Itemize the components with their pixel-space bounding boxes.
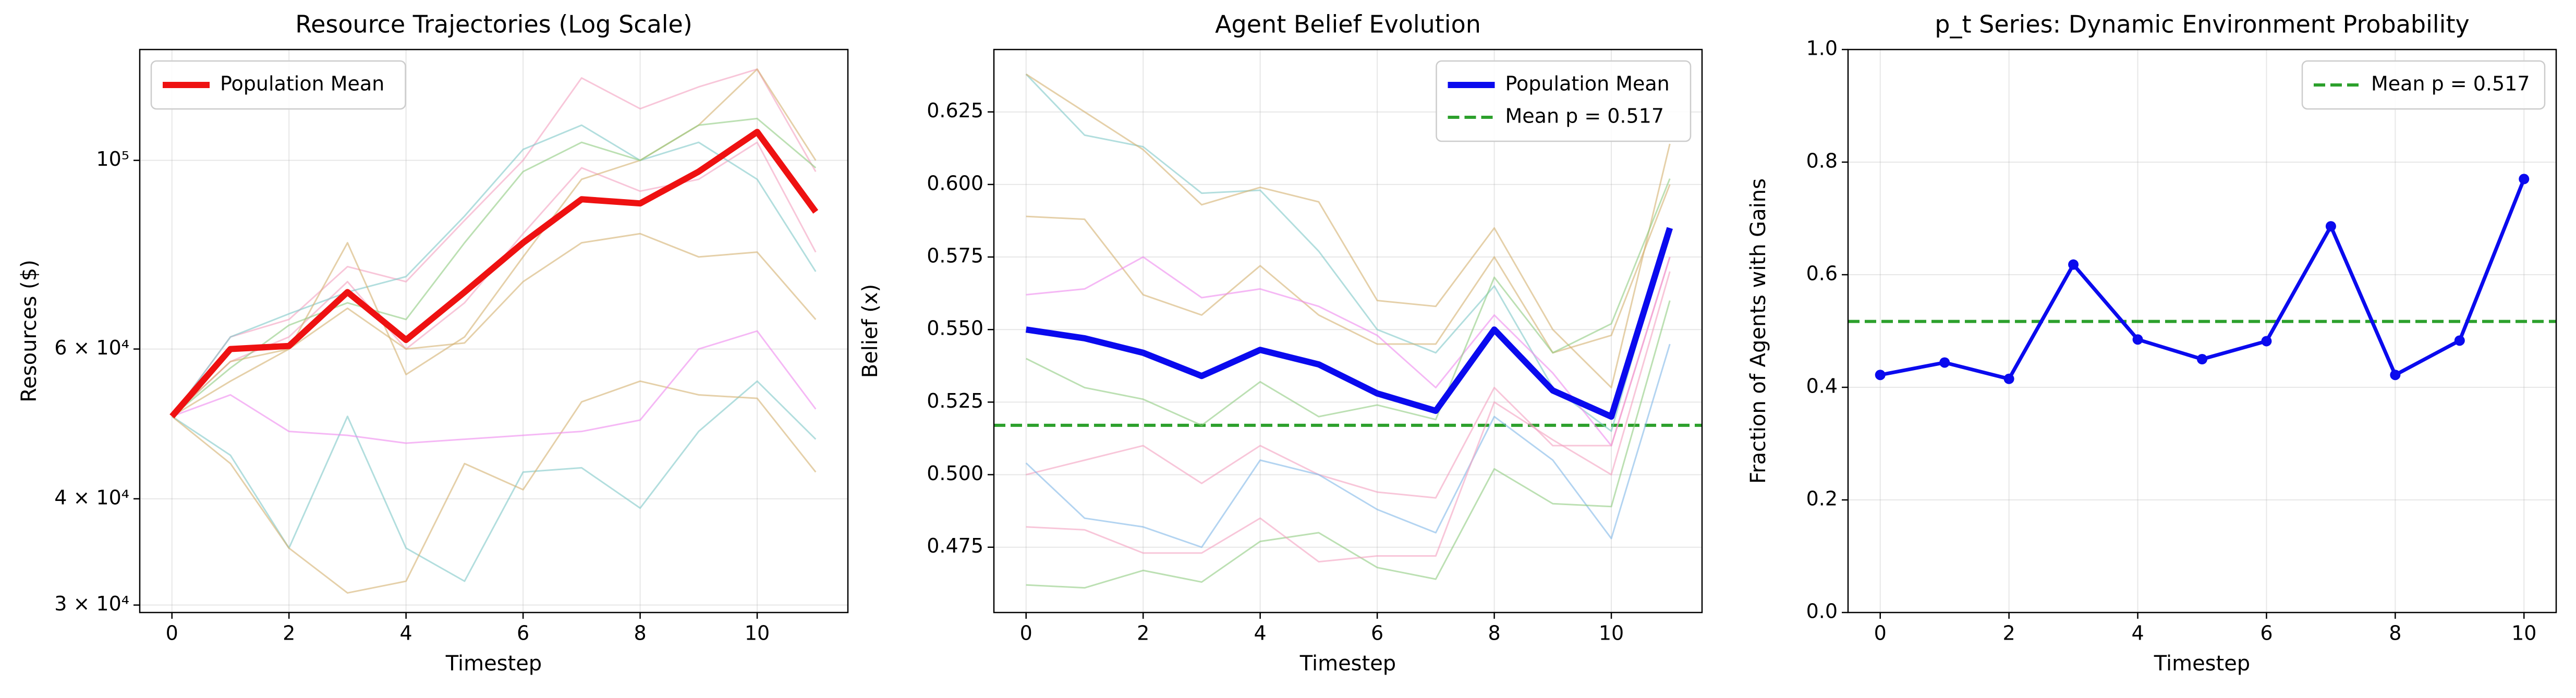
series-line bbox=[169, 129, 819, 419]
legend-label: Population Mean bbox=[1505, 72, 1670, 95]
y-tick-label: 3 × 10⁴ bbox=[54, 592, 129, 615]
x-tick-label: 0 bbox=[1874, 622, 1887, 645]
legend-box bbox=[1436, 60, 1692, 142]
point bbox=[2325, 221, 2336, 232]
legend-label: Mean p = 0.517 bbox=[1505, 105, 1664, 128]
agent-line bbox=[1025, 74, 1671, 389]
y-tick-label: 0.600 bbox=[927, 172, 983, 194]
y-tick-label: 0.550 bbox=[927, 317, 983, 340]
x-tick-label: 10 bbox=[745, 622, 770, 645]
point bbox=[2390, 370, 2401, 381]
chart-title: Resource Trajectories (Log Scale) bbox=[295, 10, 692, 39]
agent-line bbox=[171, 380, 817, 594]
x-tick-label: 0 bbox=[166, 622, 178, 645]
x-tick-label: 6 bbox=[1371, 622, 1383, 645]
x-tick-label: 8 bbox=[634, 622, 646, 645]
x-axis-label: Timestep bbox=[1299, 652, 1396, 676]
y-tick-label: 4 × 10⁴ bbox=[54, 486, 129, 509]
point bbox=[2068, 259, 2079, 270]
x-tick-label: 10 bbox=[1599, 622, 1624, 645]
x-tick-label: 4 bbox=[400, 622, 412, 645]
point bbox=[1939, 357, 1950, 368]
point bbox=[1875, 370, 1886, 381]
x-tick-label: 4 bbox=[1254, 622, 1267, 645]
agent-line bbox=[171, 117, 817, 417]
y-tick-label: 10⁵ bbox=[96, 148, 129, 170]
agent-line bbox=[171, 380, 817, 582]
y-tick-label: 0.6 bbox=[1806, 262, 1838, 285]
point bbox=[2197, 354, 2207, 364]
x-tick-label: 2 bbox=[2003, 622, 2015, 645]
agent-line bbox=[1026, 184, 1671, 354]
y-tick-label: 0.525 bbox=[927, 389, 983, 412]
agent-line bbox=[172, 330, 817, 444]
series-line bbox=[1025, 227, 1673, 420]
y-tick-label: 0.475 bbox=[927, 534, 983, 557]
agent-line bbox=[171, 232, 817, 417]
x-tick-label: 4 bbox=[2131, 622, 2144, 645]
y-tick-label: 0.2 bbox=[1806, 487, 1838, 510]
y-axis-label: Belief (x) bbox=[858, 284, 882, 378]
x-tick-label: 8 bbox=[2389, 622, 2401, 645]
agent-line bbox=[1026, 271, 1671, 563]
y-tick-label: 0.500 bbox=[927, 462, 983, 485]
point bbox=[2003, 373, 2014, 384]
x-tick-label: 2 bbox=[283, 622, 295, 645]
agent-line bbox=[1025, 344, 1671, 548]
y-axis-label: Fraction of Agents with Gains bbox=[1746, 178, 1770, 484]
point bbox=[2261, 336, 2272, 347]
x-tick-label: 0 bbox=[1020, 622, 1032, 645]
legend-box bbox=[150, 60, 406, 110]
agent-line bbox=[171, 124, 817, 417]
y-tick-label: 0.625 bbox=[927, 99, 983, 122]
axes-frame bbox=[139, 48, 849, 614]
x-tick-label: 6 bbox=[517, 622, 529, 645]
axes-frame bbox=[993, 48, 1703, 614]
agent-line bbox=[171, 68, 817, 417]
x-tick-label: 8 bbox=[1488, 622, 1500, 645]
x-axis-label: Timestep bbox=[2154, 652, 2250, 676]
point bbox=[2519, 174, 2530, 185]
agent-line bbox=[1026, 300, 1671, 589]
x-tick-label: 6 bbox=[2260, 622, 2273, 645]
y-tick-label: 0.4 bbox=[1806, 375, 1838, 398]
x-tick-label: 10 bbox=[2511, 622, 2536, 645]
agent-line bbox=[171, 68, 817, 418]
legend-box bbox=[2301, 60, 2546, 110]
agent-line bbox=[1026, 256, 1671, 447]
point bbox=[2132, 334, 2143, 345]
chart-title: Agent Belief Evolution bbox=[1215, 10, 1481, 39]
point bbox=[2454, 335, 2465, 346]
agent-line bbox=[1026, 178, 1671, 426]
legend-label: Mean p = 0.517 bbox=[2371, 72, 2530, 95]
legend-label: Population Mean bbox=[220, 72, 384, 95]
y-tick-label: 0.575 bbox=[927, 244, 983, 267]
y-tick-label: 6 × 10⁴ bbox=[54, 336, 129, 359]
y-tick-label: 0.0 bbox=[1806, 600, 1838, 623]
y-tick-label: 1.0 bbox=[1806, 37, 1838, 60]
x-tick-label: 2 bbox=[1137, 622, 1149, 645]
chart-title: p_t Series: Dynamic Environment Probabil… bbox=[1935, 10, 2469, 39]
y-tick-label: 0.8 bbox=[1806, 150, 1838, 173]
y-axis-label: Resources ($) bbox=[17, 260, 41, 402]
axes-frame bbox=[1847, 48, 2557, 614]
x-axis-label: Timestep bbox=[445, 652, 542, 676]
